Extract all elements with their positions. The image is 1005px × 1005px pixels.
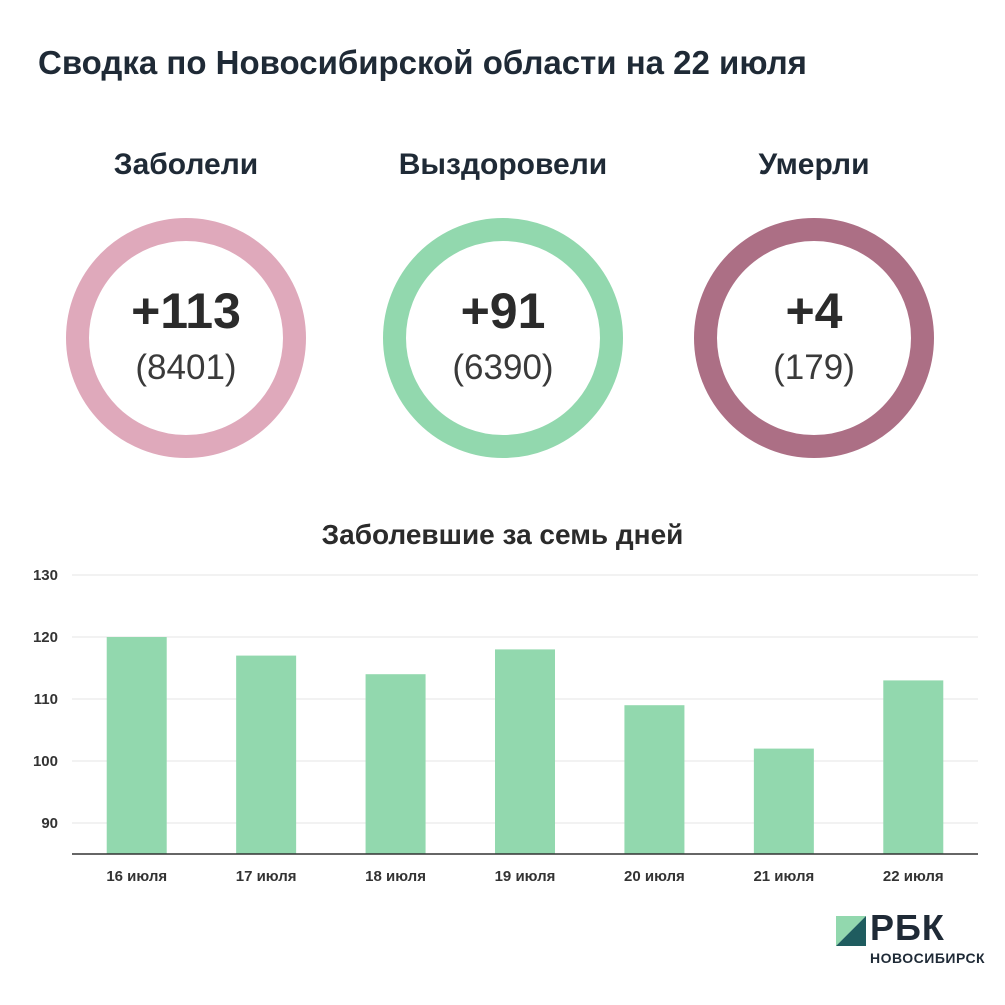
stat-recovered-total: (6390) — [452, 347, 554, 387]
stat-recovered-label: Выздоровели — [398, 148, 608, 181]
stat-cases-delta: +113 — [131, 282, 241, 339]
stat-cases-ring: +113 (8401) — [66, 218, 306, 458]
stat-recovered-ring: +91 (6390) — [383, 218, 623, 458]
rbc-logo: РБК НОВОСИБИРСК — [836, 907, 996, 972]
bar — [236, 655, 297, 854]
bar — [495, 649, 555, 854]
x-tick-label: 22 июля — [883, 868, 944, 885]
y-tick-label: 100 — [33, 753, 58, 770]
stat-cases-label: Заболели — [113, 148, 259, 181]
bar — [624, 705, 685, 854]
stat-deaths-label: Умерли — [758, 148, 870, 181]
x-tick-label: 20 июля — [624, 868, 685, 885]
x-tick-label: 18 июля — [365, 868, 426, 885]
bar — [365, 674, 426, 854]
x-tick-label: 17 июля — [236, 868, 297, 885]
stat-recovered: Выздоровели +91 (6390) — [353, 145, 653, 458]
stat-cases: Заболели +113 (8401) — [36, 145, 336, 458]
bar — [883, 680, 944, 854]
bar — [106, 637, 167, 854]
stat-deaths-ring: +4 (179) — [694, 218, 934, 458]
stat-deaths-delta: +4 — [785, 282, 843, 339]
rbc-logo-icon — [836, 916, 866, 946]
page-title: Сводка по Новосибирской области на 22 ию… — [38, 44, 807, 81]
y-tick-label: 120 — [33, 629, 58, 646]
stat-deaths: Умерли +4 (179) — [664, 145, 964, 458]
bar — [753, 748, 814, 854]
y-tick-label: 110 — [34, 691, 58, 708]
bar-chart: 90 100 110 120 130 16 июля 17 июля 18 июля 19 ию… — [33, 567, 978, 885]
x-tick-label: 21 июля — [753, 868, 814, 885]
x-tick-label: 19 июля — [495, 868, 556, 885]
chart-title: Заболевшие за семь дней — [321, 519, 684, 550]
stat-deaths-total: (179) — [773, 347, 855, 387]
stat-recovered-delta: +91 — [460, 282, 546, 339]
y-tick-label: 90 — [41, 815, 58, 832]
stat-cases-total: (8401) — [135, 347, 237, 387]
y-tick-label: 130 — [33, 567, 58, 584]
rbc-logo-name: РБК — [870, 907, 945, 948]
rbc-logo-sub: НОВОСИБИРСК — [870, 950, 986, 966]
x-tick-label: 16 июля — [106, 868, 167, 885]
